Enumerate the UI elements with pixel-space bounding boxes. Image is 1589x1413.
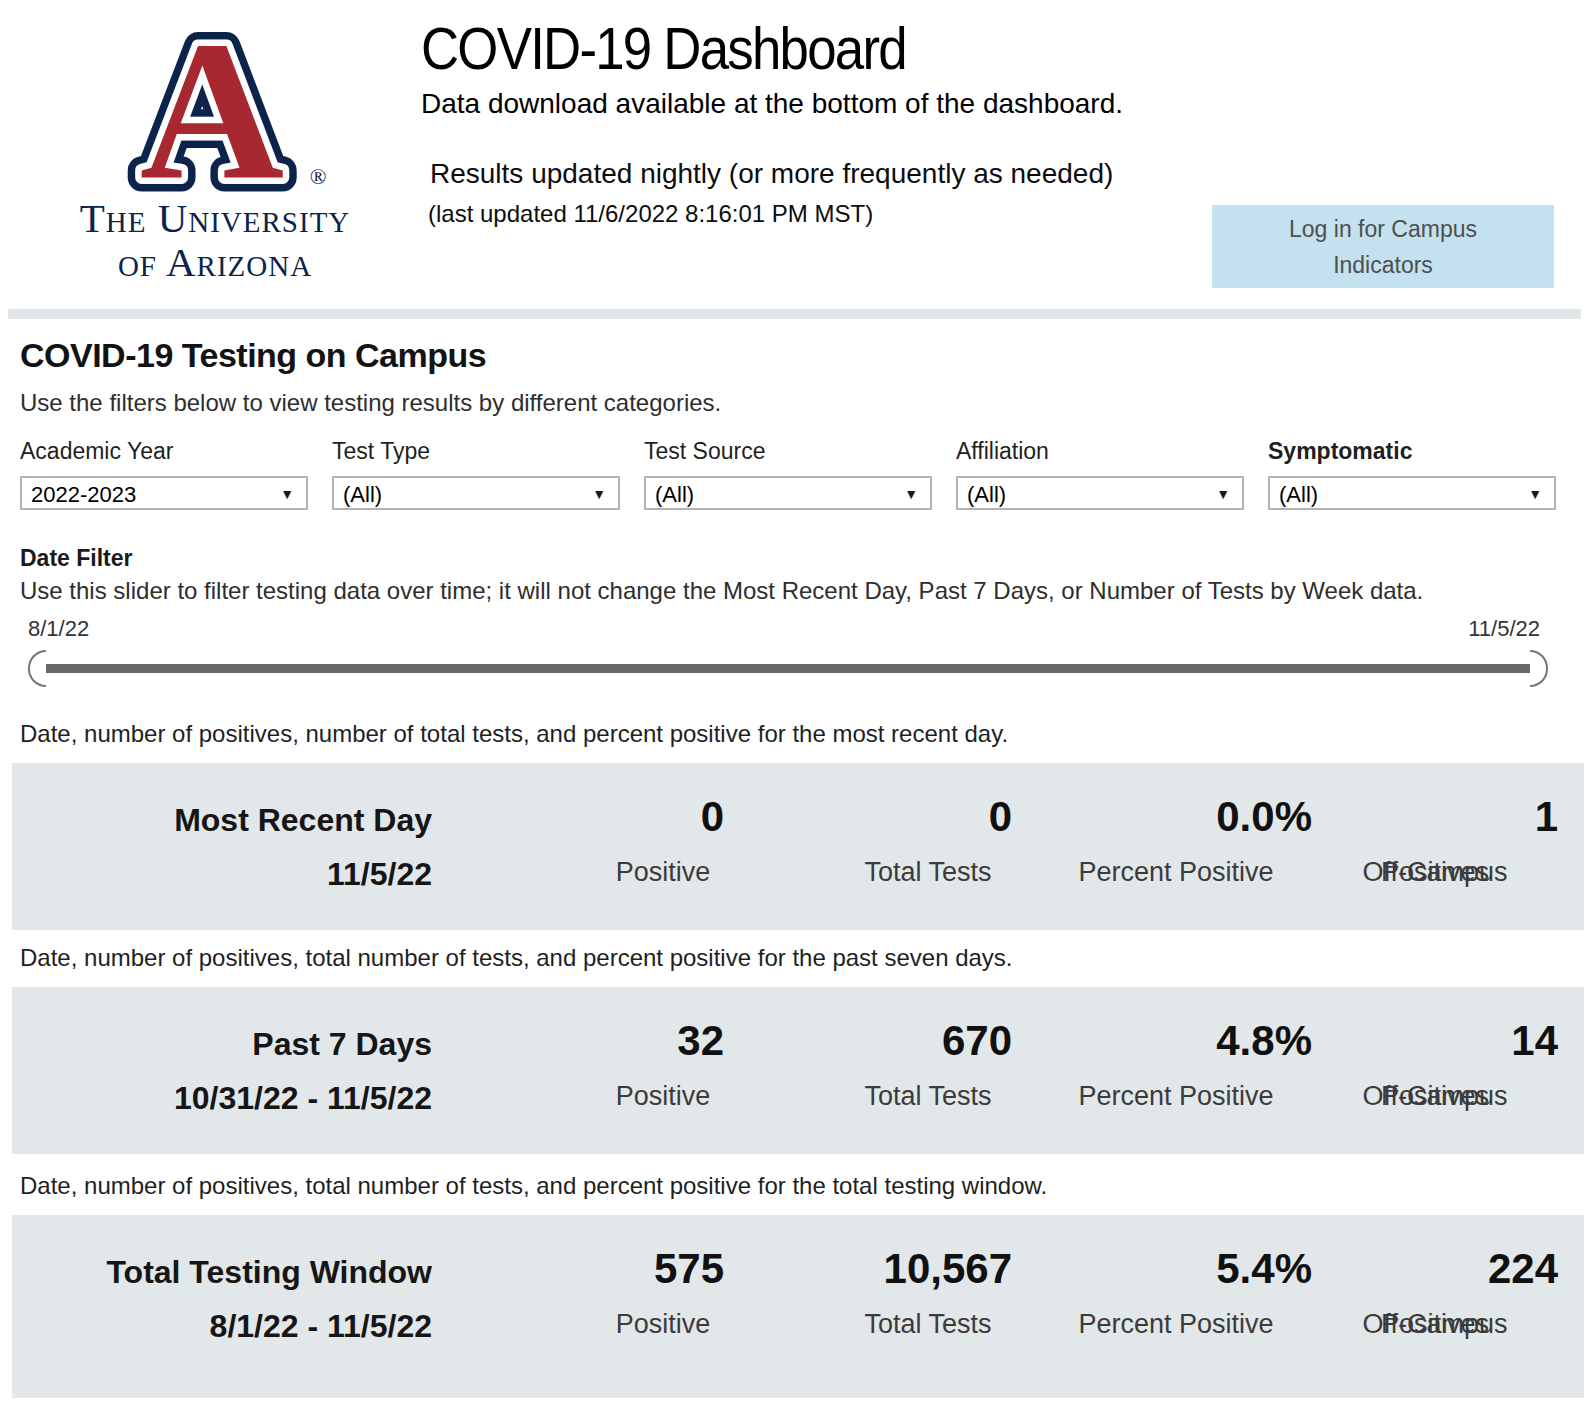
filter-label: Test Source xyxy=(644,438,932,465)
chevron-down-icon: ▼ xyxy=(1216,486,1230,502)
wordmark-line-1: The University xyxy=(55,196,375,240)
filter-affiliation: Affiliation (All) ▼ xyxy=(956,438,1244,510)
university-wordmark: The University of Arizona xyxy=(55,196,375,284)
stat-description: Date, number of positives, total number … xyxy=(20,1172,1047,1200)
header-divider xyxy=(8,309,1581,319)
percent-positive-label: Percent Positive xyxy=(1066,1309,1286,1340)
stat-date-range: 11/5/22 xyxy=(12,847,432,901)
block-a-red-layer: A xyxy=(140,6,284,196)
date-filter-label: Date Filter xyxy=(20,545,132,572)
off-campus-count: 1 xyxy=(1312,793,1558,841)
selected-value: (All) xyxy=(343,482,382,508)
percent-positive-label: Percent Positive xyxy=(1066,857,1286,888)
filter-test-type: Test Type (All) ▼ xyxy=(332,438,620,510)
date-range-slider-track[interactable] xyxy=(38,664,1538,673)
page-subtitle: Data download available at the bottom of… xyxy=(421,88,1123,120)
filter-label: Affiliation xyxy=(956,438,1244,465)
date-filter-description: Use this slider to filter testing data o… xyxy=(20,577,1423,605)
stat-band-total-testing-window: Total Testing Window 8/1/22 - 11/5/22 57… xyxy=(12,1215,1584,1398)
total-tests-count: 0 xyxy=(802,793,1012,841)
academic-year-select[interactable]: 2022-2023 ▼ xyxy=(20,476,308,510)
positive-label: Positive xyxy=(552,857,774,888)
stat-band-most-recent-day: Most Recent Day 11/5/22 0 Positive 0 Tot… xyxy=(12,763,1584,930)
page-title: COVID-19 Dashboard xyxy=(421,14,906,83)
off-campus-count: 14 xyxy=(1312,1017,1558,1065)
section-title: COVID-19 Testing on Campus xyxy=(20,336,486,375)
percent-positive-value: 5.4% xyxy=(1102,1245,1312,1293)
slider-handle-right[interactable] xyxy=(1530,650,1548,687)
slider-end-date: 11/5/22 xyxy=(1420,616,1540,642)
slider-handle-left[interactable] xyxy=(28,650,46,687)
filter-academic-year: Academic Year 2022-2023 ▼ xyxy=(20,438,308,510)
slider-start-date: 8/1/22 xyxy=(28,616,89,642)
total-tests-count: 670 xyxy=(802,1017,1012,1065)
percent-positive-value: 4.8% xyxy=(1102,1017,1312,1065)
total-tests-label: Total Tests xyxy=(818,1309,1038,1340)
symptomatic-select[interactable]: (All) ▼ xyxy=(1268,476,1556,510)
chevron-down-icon: ▼ xyxy=(280,486,294,502)
stat-date-range: 10/31/22 - 11/5/22 xyxy=(12,1071,432,1125)
stat-title: Past 7 Days 10/31/22 - 11/5/22 xyxy=(12,1017,432,1125)
positive-count: 32 xyxy=(552,1017,724,1065)
stat-date-range: 8/1/22 - 11/5/22 xyxy=(12,1299,432,1353)
selected-value: (All) xyxy=(967,482,1006,508)
chevron-down-icon: ▼ xyxy=(592,486,606,502)
off-campus-label-line2: Positives xyxy=(1312,857,1558,888)
filter-test-source: Test Source (All) ▼ xyxy=(644,438,932,510)
stat-description: Date, number of positives, total number … xyxy=(20,944,1013,972)
selected-value: (All) xyxy=(1279,482,1318,508)
last-updated-timestamp: (last updated 11/6/2022 8:16:01 PM MST) xyxy=(428,200,873,228)
university-logo: A A A ® The University of Arizona xyxy=(55,6,375,284)
stat-description: Date, number of positives, number of tot… xyxy=(20,720,1008,748)
filter-symptomatic: Symptomatic (All) ▼ xyxy=(1268,438,1556,510)
block-a-logo: A A A ® xyxy=(100,6,330,196)
positive-count: 0 xyxy=(552,793,724,841)
registered-trademark-icon: ® xyxy=(310,164,327,189)
test-source-select[interactable]: (All) ▼ xyxy=(644,476,932,510)
off-campus-count: 224 xyxy=(1312,1245,1558,1293)
percent-positive-label: Percent Positive xyxy=(1066,1081,1286,1112)
stat-title: Total Testing Window 8/1/22 - 11/5/22 xyxy=(12,1245,432,1353)
off-campus-label-line2: Positives xyxy=(1312,1309,1558,1340)
selected-value: 2022-2023 xyxy=(31,482,136,508)
positive-label: Positive xyxy=(552,1081,774,1112)
total-tests-label: Total Tests xyxy=(818,857,1038,888)
wordmark-line-2: of Arizona xyxy=(55,240,375,284)
login-campus-indicators-button[interactable]: Log in for Campus Indicators xyxy=(1212,205,1554,288)
test-type-select[interactable]: (All) ▼ xyxy=(332,476,620,510)
chevron-down-icon: ▼ xyxy=(904,486,918,502)
positive-label: Positive xyxy=(552,1309,774,1340)
stat-band-past-7-days: Past 7 Days 10/31/22 - 11/5/22 32 Positi… xyxy=(12,987,1584,1154)
stat-title: Most Recent Day 11/5/22 xyxy=(12,793,432,901)
positive-count: 575 xyxy=(552,1245,724,1293)
percent-positive-value: 0.0% xyxy=(1102,793,1312,841)
selected-value: (All) xyxy=(655,482,694,508)
filter-label: Symptomatic xyxy=(1268,438,1556,465)
update-note: Results updated nightly (or more frequen… xyxy=(430,158,1113,190)
filter-label: Test Type xyxy=(332,438,620,465)
stat-title-line: Past 7 Days xyxy=(12,1017,432,1071)
off-campus-label-line2: Positives xyxy=(1312,1081,1558,1112)
total-tests-label: Total Tests xyxy=(818,1081,1038,1112)
chevron-down-icon: ▼ xyxy=(1528,486,1542,502)
filter-label: Academic Year xyxy=(20,438,308,465)
section-intro: Use the filters below to view testing re… xyxy=(20,389,721,417)
stat-title-line: Most Recent Day xyxy=(12,793,432,847)
affiliation-select[interactable]: (All) ▼ xyxy=(956,476,1244,510)
stat-title-line: Total Testing Window xyxy=(12,1245,432,1299)
covid-dashboard-page: A A A ® The University of Arizona COVID-… xyxy=(0,0,1589,1413)
total-tests-count: 10,567 xyxy=(802,1245,1012,1293)
